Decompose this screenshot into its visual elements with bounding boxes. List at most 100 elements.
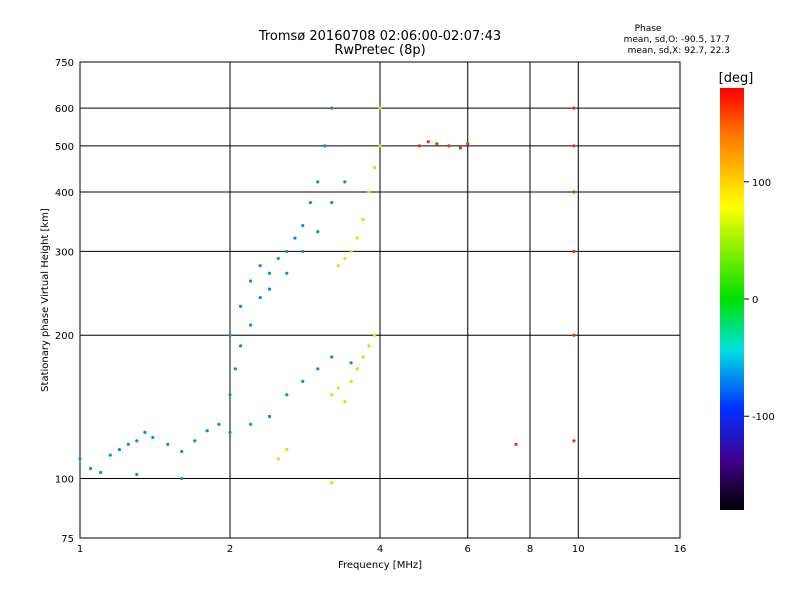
data-point	[355, 236, 359, 240]
data-point	[285, 249, 289, 254]
data-point	[285, 448, 289, 452]
x-tick-label: 10	[572, 544, 585, 555]
data-point	[330, 355, 334, 359]
data-point	[301, 249, 305, 254]
data-point	[355, 367, 359, 371]
colorbar-ticks: 100 0 -100	[744, 178, 775, 423]
data-point	[238, 304, 243, 308]
data-point	[276, 256, 280, 261]
data-point	[316, 367, 320, 371]
data-point	[336, 264, 340, 268]
data-point	[143, 430, 147, 434]
phase-stats-o: mean, sd,O: -90.5, 17.7	[624, 35, 730, 45]
data-point	[293, 236, 297, 240]
data-point	[249, 279, 253, 283]
colorbar	[720, 88, 744, 510]
colorbar-label: [deg]	[719, 71, 754, 86]
data-point	[99, 470, 103, 475]
colorbar-tick-label: 100	[752, 178, 771, 189]
data-point	[166, 442, 170, 446]
data-point	[514, 442, 518, 446]
data-point	[426, 140, 430, 144]
data-point	[193, 439, 197, 443]
axis-ticks: 1 2 4 6 8 10 16 75 100 200 300 400 500 600 750	[55, 58, 686, 555]
data-point	[233, 367, 237, 371]
data-point	[285, 393, 289, 397]
x-tick-label: 6	[465, 544, 471, 555]
y-axis-label: Stationary phase Virtual Height [km]	[40, 208, 51, 392]
data-point	[258, 295, 262, 300]
data-point	[249, 422, 253, 426]
x-axis-label: Frequency [MHz]	[338, 560, 422, 571]
data-point	[572, 106, 576, 110]
data-point	[330, 393, 334, 397]
data-point	[361, 355, 365, 359]
data-point	[572, 333, 576, 337]
data-point	[108, 453, 112, 457]
colorbar-tick-label: 0	[752, 295, 758, 306]
y-tick-label: 300	[55, 247, 74, 258]
data-point	[349, 361, 353, 365]
data-point	[372, 166, 377, 170]
data-point	[572, 190, 576, 194]
data-point	[435, 142, 439, 146]
data-point	[343, 256, 347, 261]
data-point	[316, 230, 320, 234]
data-point	[336, 386, 340, 390]
data-point	[117, 448, 122, 452]
data-point	[361, 217, 365, 222]
data-point	[126, 442, 130, 446]
data-point	[78, 457, 82, 461]
data-point	[372, 333, 377, 337]
y-tick-label: 400	[55, 188, 74, 199]
data-point	[205, 429, 209, 433]
data-point	[267, 287, 272, 291]
data-point	[228, 430, 232, 434]
data-point	[330, 106, 334, 110]
x-tick-label: 1	[77, 544, 83, 555]
data-point	[572, 249, 576, 254]
data-point	[276, 457, 280, 461]
x-tick-label: 8	[527, 544, 533, 555]
data-point	[466, 142, 470, 146]
x-tick-label: 16	[674, 544, 687, 555]
data-point	[301, 223, 305, 228]
data-point	[238, 344, 243, 348]
data-point	[267, 414, 272, 419]
data-point	[572, 439, 576, 443]
data-point	[228, 393, 232, 397]
data-point	[572, 144, 576, 148]
data-point	[135, 472, 139, 477]
data-point	[417, 144, 422, 148]
y-tick-label: 200	[55, 331, 74, 342]
data-point	[249, 323, 253, 327]
data-point	[458, 146, 463, 150]
chart-subtitle: RwPretec (8p)	[334, 43, 425, 58]
data-point	[301, 379, 305, 383]
data-point	[330, 200, 334, 205]
data-point	[323, 144, 327, 148]
data-point	[151, 435, 155, 440]
y-tick-label: 750	[55, 58, 74, 69]
data-point	[308, 200, 313, 205]
data-point	[378, 144, 382, 148]
x-tick-label: 4	[377, 544, 383, 555]
data-point	[267, 271, 272, 275]
x-tick-label: 2	[227, 544, 233, 555]
data-point	[285, 271, 289, 275]
data-point	[447, 144, 451, 148]
data-point	[343, 180, 347, 184]
y-tick-label: 75	[61, 534, 74, 545]
data-points	[78, 106, 576, 485]
data-point	[378, 106, 382, 110]
y-tick-label: 100	[55, 475, 74, 486]
data-point	[180, 449, 184, 454]
data-point	[343, 400, 347, 404]
data-point	[367, 190, 371, 194]
chart-title: Tromsø 20160708 02:06:00-02:07:43	[258, 29, 501, 44]
data-point	[349, 379, 353, 383]
data-point	[367, 344, 371, 348]
data-point	[180, 476, 184, 481]
data-point	[330, 481, 334, 485]
